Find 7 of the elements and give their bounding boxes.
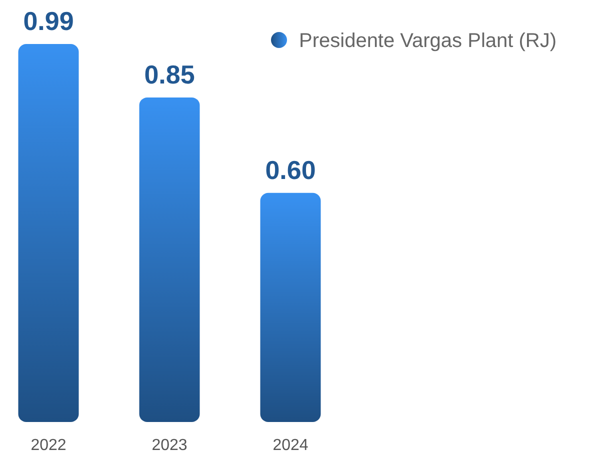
data-label: 0.60 xyxy=(265,154,316,185)
data-label: 0.85 xyxy=(144,59,195,90)
legend-label: Presidente Vargas Plant (RJ) xyxy=(299,30,557,52)
x-tick-label: 2023 xyxy=(152,437,188,454)
x-tick-label: 2022 xyxy=(30,437,66,454)
data-label: 0.99 xyxy=(23,6,74,36)
x-tick-label: 2024 xyxy=(272,437,308,454)
